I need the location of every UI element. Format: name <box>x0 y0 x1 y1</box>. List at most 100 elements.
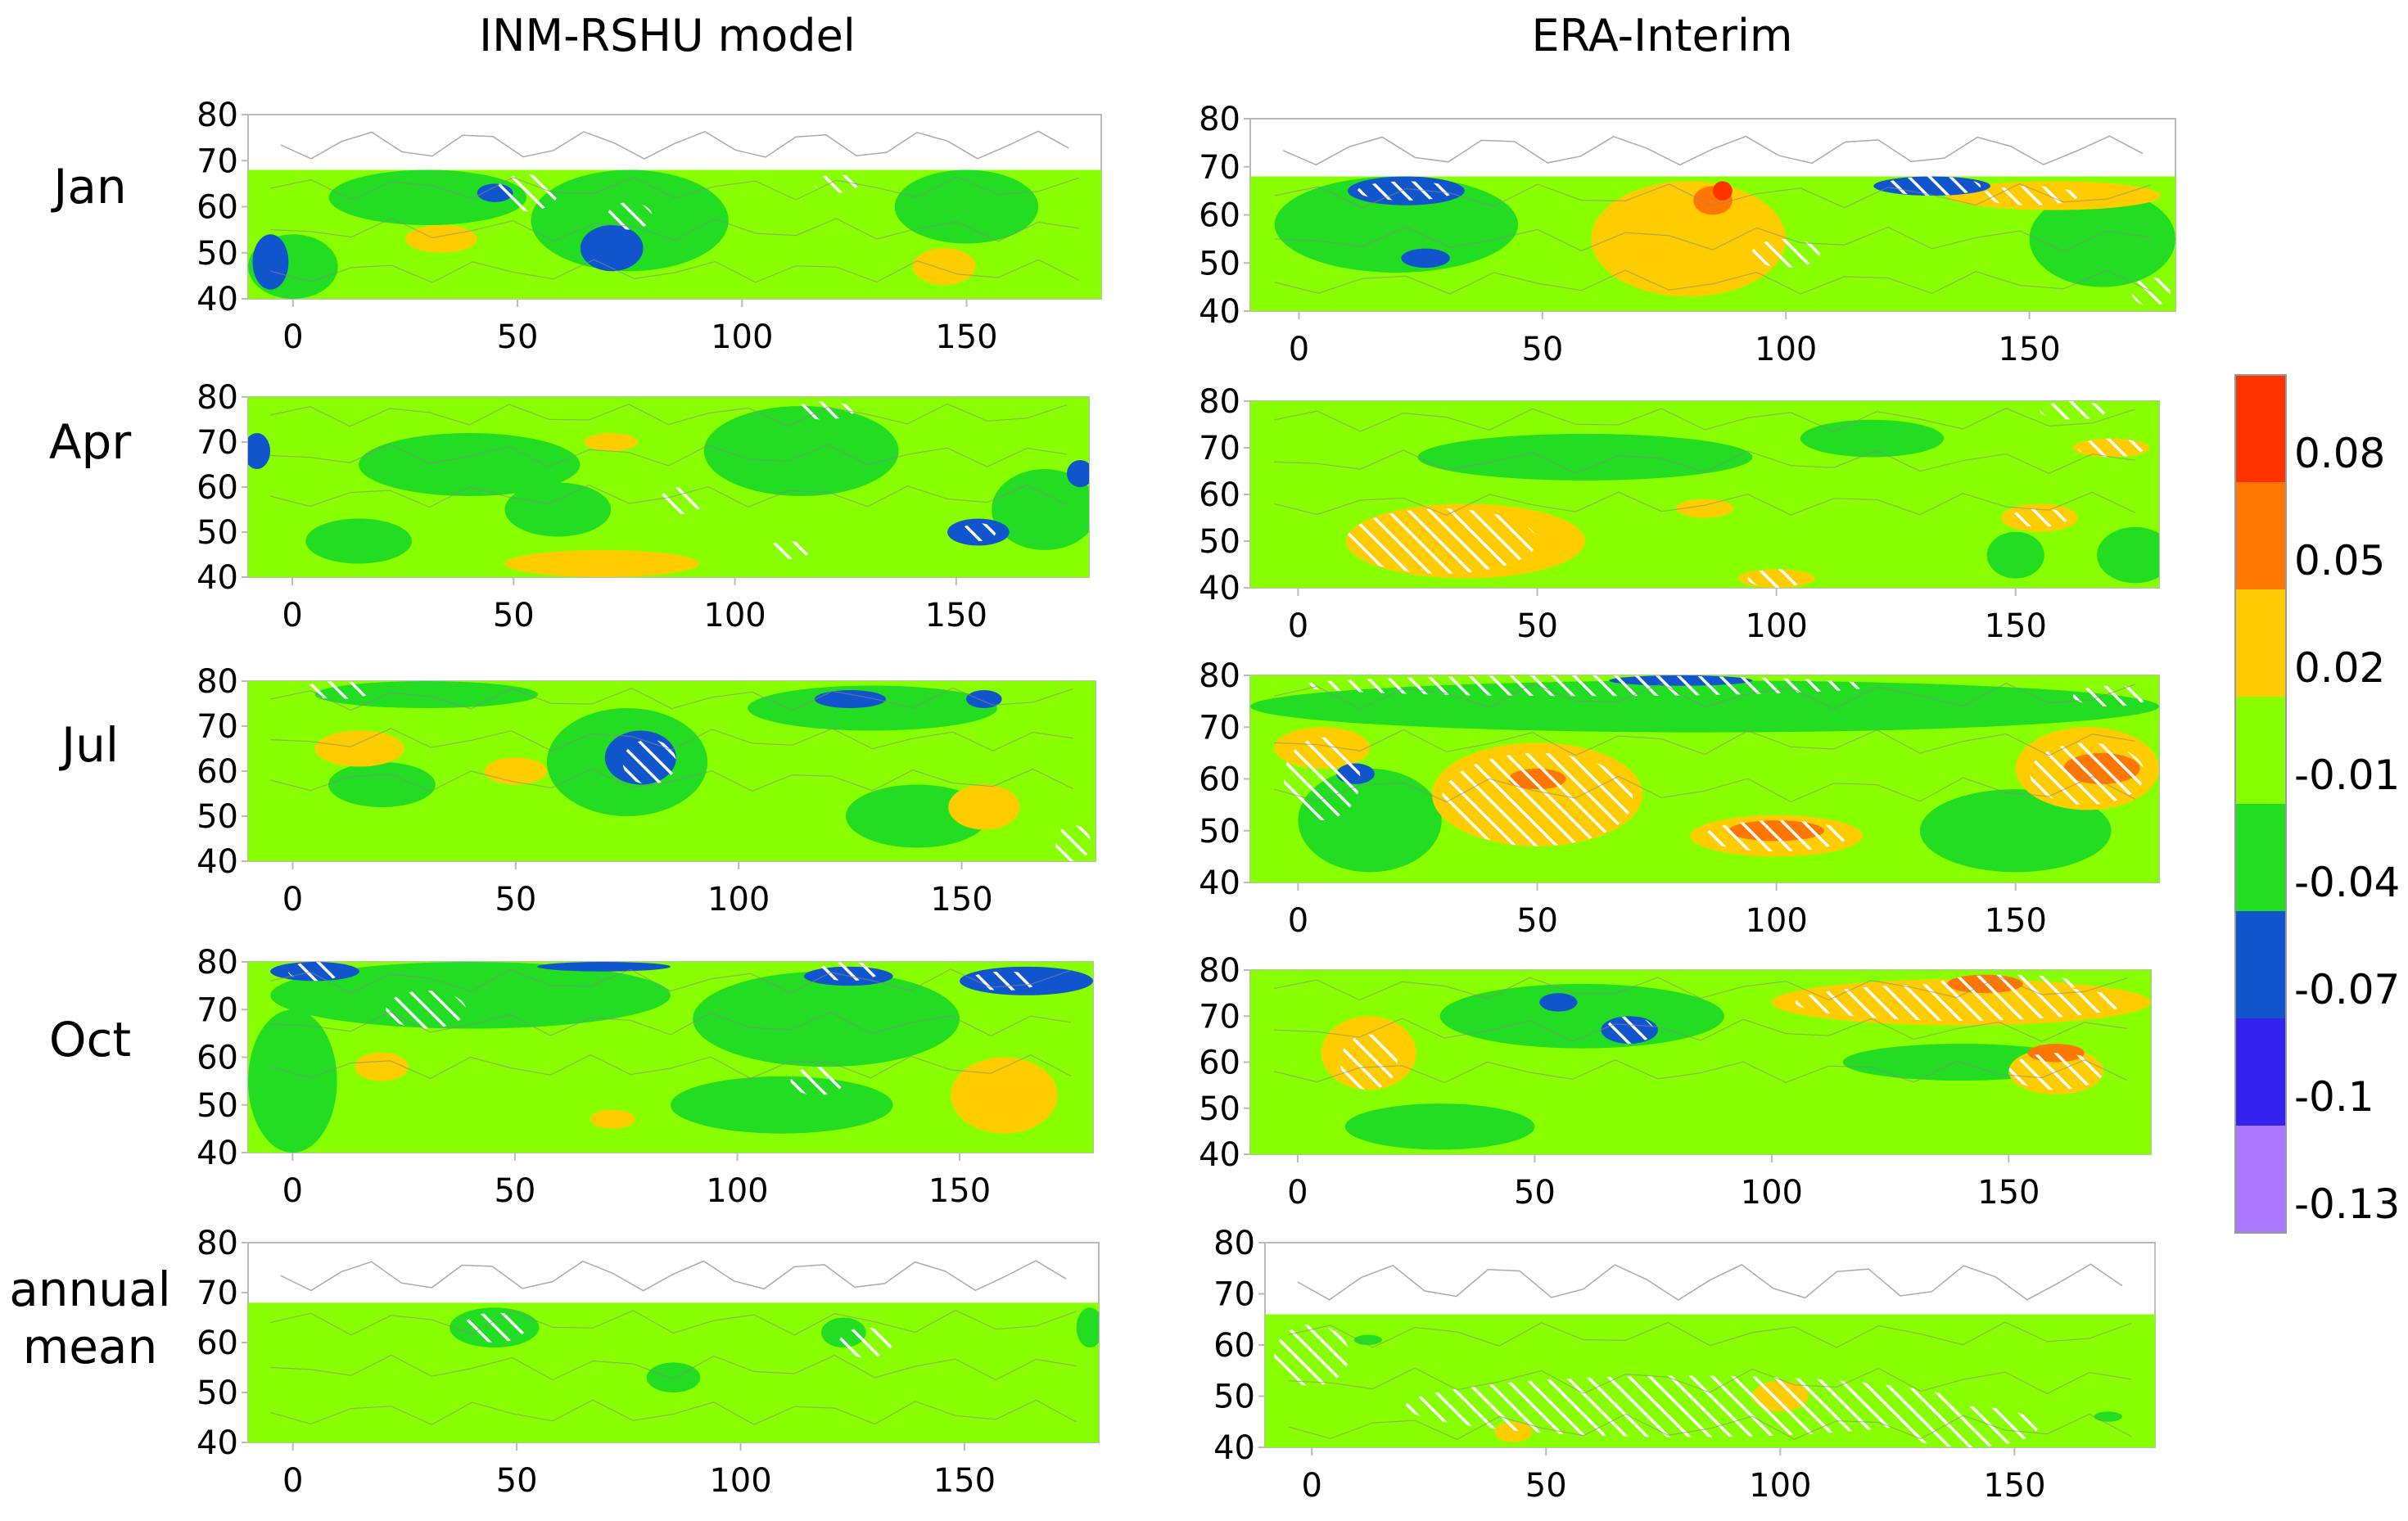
x-tick-label: 50 <box>1514 1174 1556 1212</box>
colorbar-label: -0.07 <box>2294 966 2400 1013</box>
significance-hatch <box>607 201 653 230</box>
significance-hatch <box>2010 508 2068 527</box>
contour-region <box>1066 460 1089 487</box>
contour-region <box>537 962 671 972</box>
x-tick-label: 150 <box>1983 1467 2045 1505</box>
coastline <box>1282 135 2144 166</box>
x-tick-label: 150 <box>925 597 987 634</box>
contour-region <box>328 169 527 225</box>
colorbar-swatch <box>2235 589 2286 697</box>
x-tick-label: 50 <box>495 881 536 918</box>
y-tick-label: 80 <box>197 97 238 134</box>
contour-region <box>2029 191 2175 287</box>
significance-hatch <box>1897 1406 2038 1447</box>
colorbar-label: 0.05 <box>2294 537 2385 584</box>
contour-region <box>484 757 547 785</box>
significance-hatch <box>1274 1325 1349 1386</box>
contour-region <box>1986 531 2044 579</box>
contour-region <box>646 1362 701 1392</box>
contour-region <box>270 962 671 1029</box>
map-panel: 40 50 60 70 80 0 50 100 150 <box>197 97 1102 356</box>
column-title-model: INM-RSHU model <box>479 10 856 61</box>
contour-region <box>1353 1334 1383 1345</box>
contour-region <box>1344 1104 1535 1150</box>
contour-region <box>1539 993 1578 1012</box>
significance-hatch <box>968 971 1040 991</box>
significance-hatch <box>1357 181 1455 201</box>
contour-region <box>948 784 1020 830</box>
y-tick-label: 70 <box>1199 998 1240 1036</box>
x-tick-label: 150 <box>933 1462 996 1500</box>
significance-hatch <box>790 1067 844 1096</box>
row-label: Jan <box>51 159 126 214</box>
significance-hatch <box>838 1327 893 1358</box>
coastline <box>280 1260 1067 1292</box>
contour-region <box>1800 419 1945 458</box>
y-tick-label: 70 <box>197 991 238 1029</box>
contour-region <box>1675 499 1734 518</box>
contour-region <box>1713 181 1733 201</box>
x-tick-label: 50 <box>494 1172 535 1210</box>
row-label: Oct <box>49 1012 131 1067</box>
y-tick-label: 50 <box>1199 523 1240 561</box>
contour-region <box>404 225 477 253</box>
contour-region <box>252 234 289 290</box>
colorbar-label: 0.08 <box>2294 430 2385 477</box>
x-tick-label: 150 <box>928 1172 991 1210</box>
contour-region <box>355 1052 409 1081</box>
y-tick-label: 50 <box>1199 245 1240 282</box>
colorbar-label: -0.04 <box>2294 859 2400 906</box>
contour-region <box>1439 983 1724 1049</box>
x-tick-label: 150 <box>1998 331 2060 368</box>
x-tick-label: 150 <box>1977 1174 2040 1212</box>
significance-hatch <box>1747 569 1805 588</box>
x-tick-label: 100 <box>707 881 770 918</box>
y-tick-label: 60 <box>197 753 238 791</box>
contour-region <box>912 248 976 286</box>
colorbar-swatch <box>2235 697 2286 804</box>
significance-hatch <box>792 401 855 420</box>
y-tick-label: 80 <box>197 379 238 417</box>
significance-hatch <box>1441 752 1633 846</box>
significance-hatch <box>1283 737 1361 821</box>
y-tick-label: 80 <box>1199 952 1240 990</box>
y-tick-label: 50 <box>197 1087 238 1125</box>
significance-hatch <box>1055 825 1091 861</box>
significance-hatch <box>2039 401 2107 420</box>
map-panel: 40 50 60 70 80 0 50 100 150 <box>1199 657 2160 940</box>
x-tick-label: 0 <box>1288 902 1308 940</box>
significance-hatch <box>495 174 558 212</box>
significance-hatch <box>1345 508 1538 574</box>
colorbar-swatch <box>2235 911 2286 1018</box>
coastline <box>270 176 1079 283</box>
colorbar-label: -0.13 <box>2294 1180 2400 1228</box>
contour-region <box>328 762 436 807</box>
coastline <box>1288 1321 2132 1440</box>
colorbar-swatch <box>2235 1018 2286 1126</box>
y-tick-label: 50 <box>1199 1090 1240 1128</box>
contour-region <box>1591 181 1787 297</box>
y-tick-label: 50 <box>1199 813 1240 851</box>
contour-region <box>504 550 700 577</box>
y-tick-label: 40 <box>1199 1136 1240 1174</box>
contour-region <box>1274 176 1519 273</box>
contour-region <box>580 225 644 272</box>
contour-region <box>1401 248 1450 269</box>
colorbar-swatch <box>2235 804 2286 911</box>
x-tick-label: 50 <box>496 1462 538 1500</box>
contour-region <box>504 482 612 537</box>
x-tick-label: 150 <box>1985 607 2047 645</box>
y-tick-label: 40 <box>197 843 238 881</box>
y-tick-label: 70 <box>197 142 238 180</box>
map-panel: 40 50 60 70 80 0 50 100 150 <box>1199 101 2176 368</box>
y-tick-label: 80 <box>197 1225 238 1262</box>
y-tick-label: 70 <box>197 1275 238 1312</box>
contour-region <box>314 730 404 767</box>
y-tick-label: 50 <box>197 235 238 273</box>
x-tick-label: 150 <box>935 318 997 356</box>
y-tick-label: 60 <box>1199 761 1240 799</box>
significance-hatch <box>817 962 880 982</box>
y-tick-label: 40 <box>1199 293 1240 331</box>
y-tick-label: 40 <box>1199 570 1240 607</box>
